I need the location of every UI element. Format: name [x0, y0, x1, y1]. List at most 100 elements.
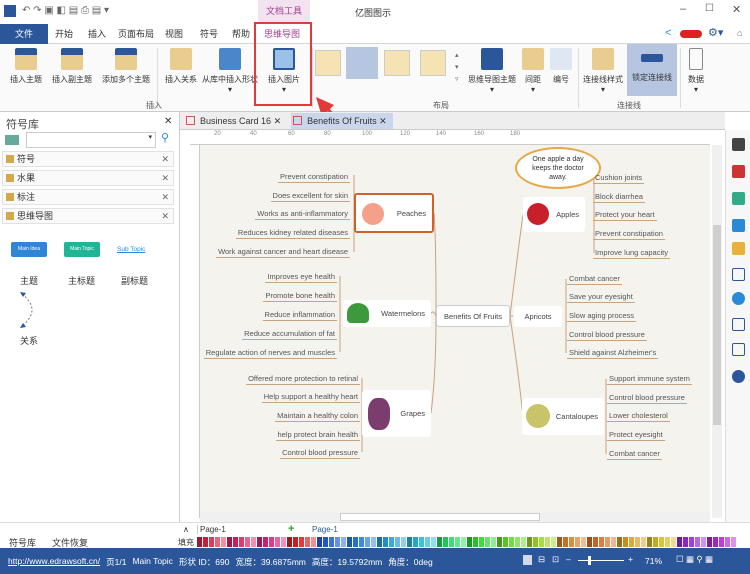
color-swatch[interactable]	[227, 537, 232, 547]
gear-icon[interactable]: ⚙▾	[708, 27, 724, 39]
color-swatch[interactable]	[617, 537, 622, 547]
quick-access-toolbar[interactable]: ↶ ↷ ▣ ◧ ▤ ⎙ ▤ ▾	[22, 5, 110, 16]
leaf-topic[interactable]: Improve lung capacity	[593, 248, 670, 259]
leaf-topic[interactable]: Regulate action of nerves and muscles	[203, 348, 337, 359]
color-swatch[interactable]	[353, 537, 358, 547]
leaf-topic[interactable]: Cushion joints	[593, 173, 645, 184]
topic-watermelons[interactable]: Watermelons	[343, 300, 431, 327]
tab-help[interactable]: 帮助	[232, 29, 251, 39]
color-swatch[interactable]	[515, 537, 520, 547]
color-swatch[interactable]	[623, 537, 628, 547]
color-swatch[interactable]	[509, 537, 514, 547]
library-search-input[interactable]: ▾	[26, 132, 156, 148]
color-swatch[interactable]	[449, 537, 454, 547]
horizontal-scrollbar[interactable]	[200, 512, 710, 522]
attachment-icon[interactable]	[732, 318, 745, 331]
tab-file-recovery[interactable]: 文件恢复	[52, 538, 89, 548]
collapse-ribbon-icon[interactable]: ⌂	[737, 28, 743, 38]
color-swatch[interactable]	[485, 537, 490, 547]
color-swatch[interactable]	[467, 537, 472, 547]
spacing-button[interactable]: 间距 ▾	[521, 48, 545, 94]
format-icon[interactable]	[732, 138, 745, 151]
color-swatch[interactable]	[251, 537, 256, 547]
color-swatch[interactable]	[521, 537, 526, 547]
leaf-topic[interactable]: Work against cancer and heart disease	[216, 247, 350, 258]
user-avatar[interactable]	[680, 30, 702, 38]
color-swatch[interactable]	[605, 537, 610, 547]
close-tab-icon[interactable]: ✕	[273, 116, 282, 126]
leaf-topic[interactable]: Offered more protection to retinal	[246, 374, 360, 385]
color-swatch[interactable]	[287, 537, 292, 547]
tab-home[interactable]: 开始	[55, 29, 74, 39]
color-swatch[interactable]	[719, 537, 724, 547]
color-swatch[interactable]	[335, 537, 340, 547]
color-swatch[interactable]	[563, 537, 568, 547]
insert-subtopic-button[interactable]: 插入副主题	[50, 48, 94, 85]
color-swatch[interactable]	[347, 537, 352, 547]
leaf-topic[interactable]: Maintain a healthy colon	[275, 411, 360, 422]
color-swatch[interactable]	[329, 537, 334, 547]
color-swatch[interactable]	[197, 537, 202, 547]
lock-connector-button[interactable]: 锁定连接线	[627, 44, 677, 96]
color-swatch[interactable]	[275, 537, 280, 547]
vertical-scrollbar[interactable]	[712, 145, 722, 518]
add-multiple-topics-button[interactable]: 添加多个主题	[98, 48, 154, 85]
color-swatch[interactable]	[365, 537, 370, 547]
library-item-callouts[interactable]: 标注 ✕	[2, 189, 174, 205]
document-icon[interactable]	[732, 268, 745, 281]
topic-peaches[interactable]: Peaches	[354, 193, 434, 233]
color-swatch[interactable]	[455, 537, 460, 547]
color-swatch[interactable]	[539, 537, 544, 547]
share-icon[interactable]: <	[665, 27, 672, 39]
color-swatch[interactable]	[299, 537, 304, 547]
tab-insert[interactable]: 插入	[88, 29, 107, 39]
layout-tree-button[interactable]	[420, 50, 446, 76]
central-topic[interactable]: Benefits Of Fruits	[436, 305, 510, 327]
color-swatch[interactable]	[473, 537, 478, 547]
color-swatch[interactable]	[503, 537, 508, 547]
insert-relation-button[interactable]: 插入关系	[163, 48, 199, 85]
color-swatch[interactable]	[359, 537, 364, 547]
leaf-topic[interactable]: Reduces kidney related diseases	[235, 228, 350, 239]
color-swatch[interactable]	[413, 537, 418, 547]
color-swatch[interactable]	[407, 537, 412, 547]
color-swatch[interactable]	[677, 537, 682, 547]
color-swatch[interactable]	[389, 537, 394, 547]
color-swatch[interactable]	[497, 537, 502, 547]
drawing-canvas[interactable]: Prevent constipation Does excellent for …	[200, 145, 710, 518]
color-swatch[interactable]	[653, 537, 658, 547]
color-swatch[interactable]	[479, 537, 484, 547]
leaf-topic[interactable]: Save your eyesight	[567, 292, 635, 303]
leaf-topic[interactable]: Protect eyesight	[607, 430, 665, 441]
view-outline-icon[interactable]: ⊟	[538, 554, 546, 564]
close-icon[interactable]: ✕	[161, 192, 169, 202]
numbering-button[interactable]: 编号	[549, 48, 573, 85]
color-swatch[interactable]	[599, 537, 604, 547]
library-menu-icon[interactable]	[5, 135, 19, 145]
leaf-topic[interactable]: Lower cholesterol	[607, 411, 670, 422]
color-swatch[interactable]	[215, 537, 220, 547]
data-button[interactable]: 数据 ▾	[684, 48, 708, 94]
color-swatch[interactable]	[437, 537, 442, 547]
leaf-topic[interactable]: Combat cancer	[567, 274, 622, 285]
color-swatch[interactable]	[701, 537, 706, 547]
tab-mindmap[interactable]: 思维导图	[264, 29, 301, 39]
tab-view[interactable]: 视图	[165, 29, 184, 39]
leaf-topic[interactable]: Block diarrhea	[593, 192, 645, 203]
color-swatch[interactable]	[233, 537, 238, 547]
color-swatch[interactable]	[551, 537, 556, 547]
leaf-topic[interactable]: Control blood pressure	[607, 393, 687, 404]
shape-relation[interactable]	[18, 290, 42, 330]
zoom-slider-thumb[interactable]	[588, 556, 591, 565]
layout-right-button[interactable]	[346, 47, 378, 79]
zoom-in-button[interactable]: +	[628, 554, 633, 564]
color-swatch[interactable]	[317, 537, 322, 547]
color-swatch[interactable]	[305, 537, 310, 547]
close-icon[interactable]: ✕	[161, 211, 169, 221]
color-swatch[interactable]	[569, 537, 574, 547]
leaf-topic[interactable]: Prevent constipation	[278, 172, 350, 183]
layout-left-button[interactable]	[384, 50, 410, 76]
color-swatch[interactable]	[419, 537, 424, 547]
color-swatch[interactable]	[587, 537, 592, 547]
leaf-topic[interactable]: Promote bone health	[263, 291, 337, 302]
